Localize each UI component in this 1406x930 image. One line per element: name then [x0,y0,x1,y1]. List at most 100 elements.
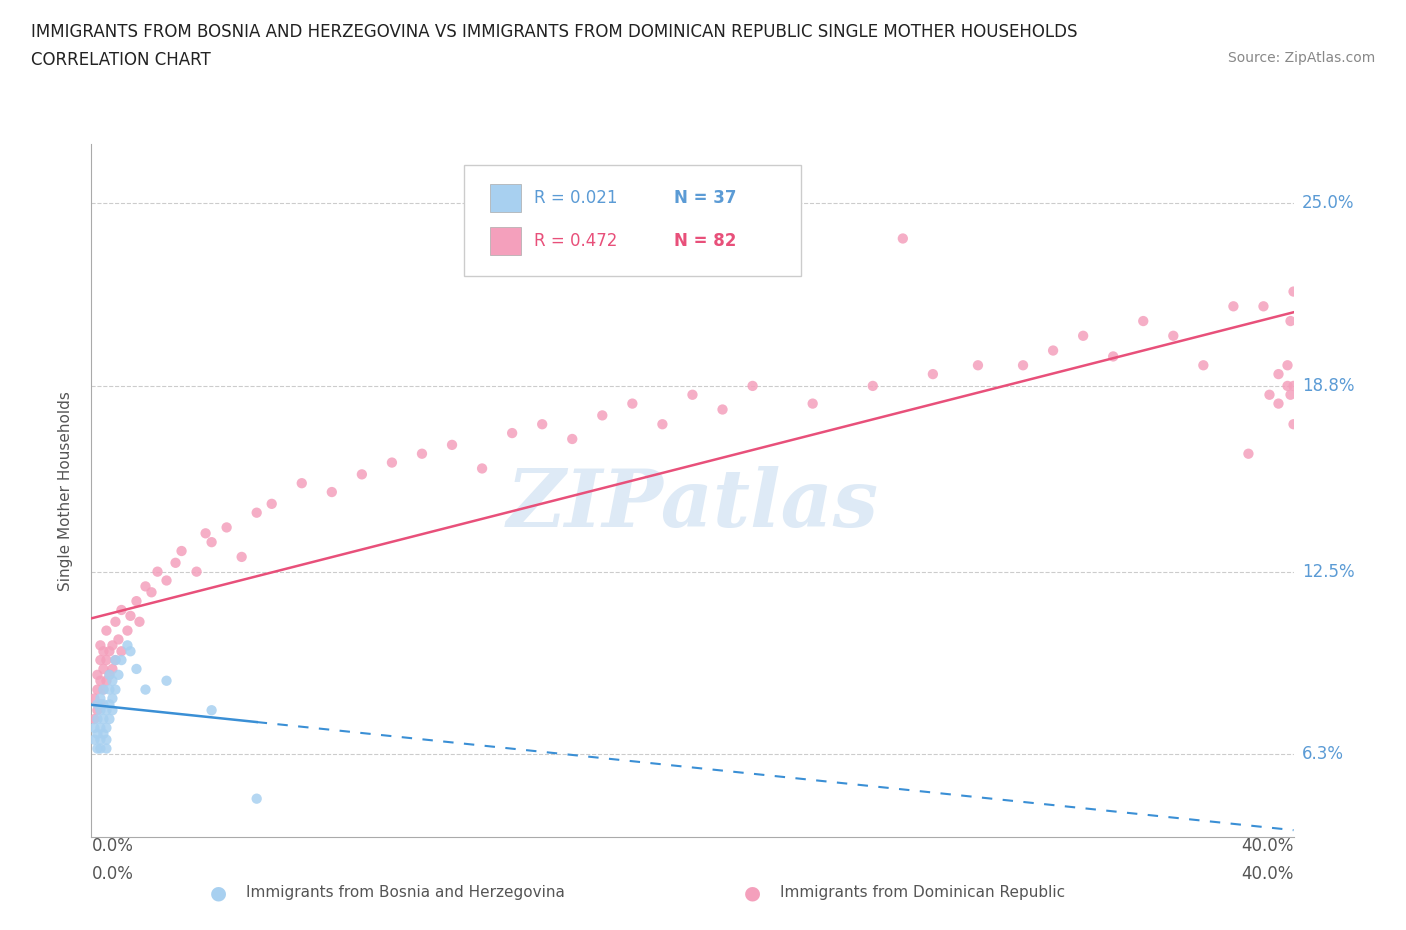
Point [561,432,583,446]
Point [101,638,124,653]
Text: ●: ● [744,884,761,902]
FancyBboxPatch shape [491,227,520,255]
Point [711,402,734,417]
Text: 12.5%: 12.5% [1302,563,1354,580]
Point [98,697,121,711]
Point [89,673,111,688]
Point [501,426,523,441]
Point [922,366,945,381]
Text: N = 37: N = 37 [675,189,737,207]
Point [101,703,124,718]
Point [1012,358,1035,373]
Point [471,461,494,476]
Point [621,396,644,411]
Text: 40.0%: 40.0% [1241,865,1294,883]
Point [1279,387,1302,402]
Point [107,668,129,683]
Text: ZIPatlas: ZIPatlas [506,466,879,543]
Point [891,231,914,246]
Point [93,682,115,697]
Text: 6.3%: 6.3% [1302,746,1344,764]
Point [741,379,763,393]
Point [531,417,554,432]
Text: IMMIGRANTS FROM BOSNIA AND HERZEGOVINA VS IMMIGRANTS FROM DOMINICAN REPUBLIC SIN: IMMIGRANTS FROM BOSNIA AND HERZEGOVINA V… [31,23,1077,41]
Point [186,565,208,579]
Point [1132,313,1154,328]
Point [93,726,115,741]
Point [83,732,105,747]
Point [1279,313,1302,328]
Point [89,653,111,668]
Point [93,711,115,726]
Point [117,623,139,638]
Point [83,691,105,706]
Point [86,703,108,718]
Point [89,697,111,711]
Point [1277,379,1299,393]
Point [201,703,224,718]
Point [215,520,238,535]
Point [120,644,142,658]
Text: R = 0.021: R = 0.021 [534,189,617,207]
Point [231,550,253,565]
Point [128,615,150,630]
Point [107,632,129,647]
Point [350,467,373,482]
Point [246,505,269,520]
Point [862,379,884,393]
Point [967,358,990,373]
Point [86,711,108,726]
Text: R = 0.472: R = 0.472 [534,232,617,250]
Text: 25.0%: 25.0% [1302,194,1354,212]
Point [1253,299,1275,313]
Point [86,668,108,683]
Point [96,673,118,688]
Point [110,644,132,658]
Point [1282,379,1305,393]
Y-axis label: Single Mother Households: Single Mother Households [58,391,73,591]
Point [591,408,613,423]
Point [260,497,283,512]
Point [1192,358,1215,373]
Point [1282,417,1305,432]
Point [104,615,127,630]
Point [440,437,463,452]
Point [381,455,404,470]
Point [96,721,118,736]
Point [93,682,115,697]
Point [1102,349,1125,364]
Point [96,623,118,638]
Point [98,644,121,658]
Point [89,691,111,706]
Point [1161,328,1184,343]
Point [170,543,193,558]
Point [651,417,673,432]
FancyBboxPatch shape [491,184,520,212]
Point [89,721,111,736]
Point [98,668,121,683]
Text: N = 82: N = 82 [675,232,737,250]
Point [1258,387,1281,402]
Point [96,741,118,756]
Point [194,525,217,540]
Point [141,585,163,600]
Point [93,661,115,676]
Point [104,653,127,668]
Point [1237,446,1260,461]
Point [83,721,105,736]
Text: 40.0%: 40.0% [1241,837,1294,855]
Point [110,603,132,618]
Point [165,555,187,570]
Point [681,387,703,402]
Point [134,579,156,594]
Point [321,485,343,499]
Point [98,682,121,697]
Text: 18.8%: 18.8% [1302,377,1354,395]
Point [201,535,224,550]
Point [96,653,118,668]
Point [155,573,177,588]
Point [98,711,121,726]
Point [801,396,824,411]
Point [1042,343,1064,358]
Point [291,476,314,491]
